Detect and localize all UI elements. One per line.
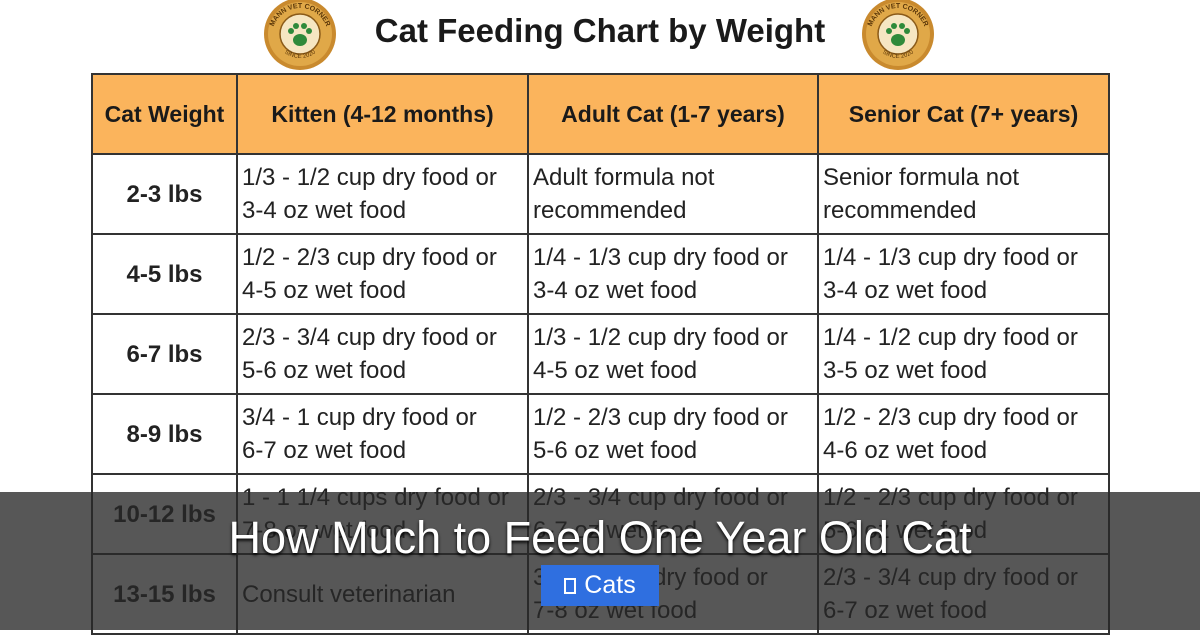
cell-line: 3-4 oz wet food	[533, 277, 698, 304]
cell-line: 6-7 oz wet food	[242, 437, 407, 464]
logo-part	[288, 28, 294, 34]
logo-part	[293, 34, 307, 46]
cell-line: 3-5 oz wet food	[823, 357, 988, 384]
amount-cell: 1/2 - 2/3 cup dry food or 4-5 oz wet food	[236, 233, 529, 315]
cell-line: 1/3 - 1/2 cup dry food or	[242, 164, 497, 191]
logo-part	[886, 28, 892, 34]
cell-line: 4-6 oz wet food	[823, 437, 988, 464]
header-row: Cat Weight Kitten (4-12 months) Adult Cat …	[91, 73, 1110, 155]
cell-line: 2/3 - 3/4 cup dry food or	[242, 324, 497, 351]
column-header: Kitten (4-12 months)	[236, 73, 529, 155]
column-header: Senior Cat (7+ years)	[817, 73, 1110, 155]
logo-part	[293, 23, 299, 29]
amount-cell: 1/2 - 2/3 cup dry food or 5-6 oz wet food	[527, 393, 819, 475]
weight-cell: 4-5 lbs	[91, 233, 238, 315]
cell-line: recommended	[533, 197, 687, 224]
logo-text: SINCE 2020	[283, 49, 317, 60]
logo-part	[899, 23, 905, 29]
logo-part	[904, 28, 910, 34]
cell-line: 4-5 oz wet food	[533, 357, 698, 384]
cell-line: recommended	[823, 197, 977, 224]
weight-cell: 2-3 lbs	[91, 153, 238, 235]
cell-line: 5-6 oz wet food	[242, 357, 407, 384]
logo-part: SINCE 2020	[881, 49, 915, 60]
logo-text: SINCE 2020	[881, 49, 915, 60]
amount-cell: 1/4 - 1/3 cup dry food or 3-4 oz wet food	[527, 233, 819, 315]
cell-line: 3-4 oz wet food	[823, 277, 988, 304]
cell-line: 1/2 - 2/3 cup dry food or	[533, 404, 788, 431]
cell-line: 1/2 - 2/3 cup dry food or	[242, 244, 497, 271]
logo-part	[301, 23, 307, 29]
amount-cell: 1/4 - 1/2 cup dry food or 3-5 oz wet food	[817, 313, 1110, 395]
post-title: How Much to Feed One Year Old Cat	[228, 512, 972, 563]
amount-cell: 1/3 - 1/2 cup dry food or 3-4 oz wet food	[236, 153, 529, 235]
cell-line: Senior formula not	[823, 164, 1020, 191]
cell-line: 4-5 oz wet food	[242, 277, 407, 304]
category-label: Cats	[584, 571, 636, 599]
amount-cell: 1/4 - 1/3 cup dry food or 3-4 oz wet food	[817, 233, 1110, 315]
table-row: 6-7 lbs 2/3 - 3/4 cup dry food or 5-6 oz w…	[91, 313, 1110, 395]
folder-icon	[564, 577, 577, 594]
amount-cell: 3/4 - 1 cup dry food or 6-7 oz wet food	[236, 393, 529, 475]
weight-cell: 8-9 lbs	[91, 393, 238, 475]
amount-cell: Adult formula not recommended	[527, 153, 819, 235]
chart-title: Cat Feeding Chart by Weight	[374, 12, 826, 49]
logo-part	[891, 34, 905, 46]
weight-cell: 6-7 lbs	[91, 313, 238, 395]
cell-line: 1/4 - 1/3 cup dry food or	[533, 244, 788, 271]
column-header: Adult Cat (1-7 years)	[527, 73, 819, 155]
logo-part	[306, 28, 312, 34]
amount-cell: 2/3 - 3/4 cup dry food or 5-6 oz wet food	[236, 313, 529, 395]
table-row: 2-3 lbs 1/3 - 1/2 cup dry food or 3-4 oz w…	[91, 153, 1110, 235]
table-row: 4-5 lbs 1/2 - 2/3 cup dry food or 4-5 oz w…	[91, 233, 1110, 315]
cell-line: 1/3 - 1/2 cup dry food or	[533, 324, 788, 351]
table-row: 8-9 lbs 3/4 - 1 cup dry food or 6-7 oz wet…	[91, 393, 1110, 475]
cell-line: Adult formula not	[533, 164, 715, 191]
cell-line: 1/4 - 1/3 cup dry food or	[823, 244, 1078, 271]
category-tag[interactable]: Cats	[541, 565, 659, 606]
amount-cell: 1/2 - 2/3 cup dry food or 4-6 oz wet food	[817, 393, 1110, 475]
logo-part	[891, 23, 897, 29]
amount-cell: Senior formula not recommended	[817, 153, 1110, 235]
cell-line: 5-6 oz wet food	[533, 437, 698, 464]
overlay-band	[0, 492, 1200, 630]
cell-line: 3/4 - 1 cup dry food or	[242, 404, 477, 431]
column-header: Cat Weight	[91, 73, 238, 155]
logo-part: SINCE 2020	[283, 49, 317, 60]
cell-line: 3-4 oz wet food	[242, 197, 407, 224]
cell-line: 1/2 - 2/3 cup dry food or	[823, 404, 1078, 431]
amount-cell: 1/3 - 1/2 cup dry food or 4-5 oz wet food	[527, 313, 819, 395]
cell-line: 1/4 - 1/2 cup dry food or	[823, 324, 1078, 351]
